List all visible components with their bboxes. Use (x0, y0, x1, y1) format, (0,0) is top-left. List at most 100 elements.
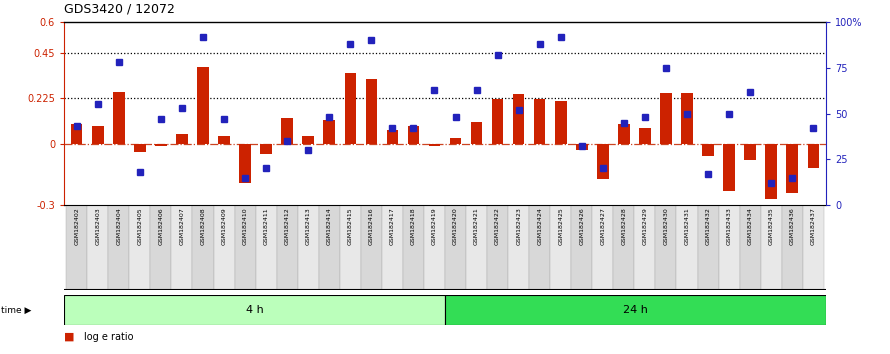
Text: GSM182422: GSM182422 (495, 207, 500, 245)
Text: GSM182412: GSM182412 (285, 207, 289, 245)
Bar (386, 130, 398, 144)
Bar (613, 205, 635, 290)
Text: 4 h: 4 h (246, 305, 263, 315)
Text: GSM182408: GSM182408 (200, 207, 206, 245)
Bar (360, 205, 382, 290)
Bar (155, 144, 166, 146)
Text: GSM182426: GSM182426 (579, 207, 585, 245)
Bar (487, 205, 508, 290)
Bar (445, 295, 826, 325)
Bar (702, 144, 714, 156)
Text: GSM182435: GSM182435 (769, 207, 773, 245)
Text: GSM182403: GSM182403 (95, 207, 101, 245)
Bar (618, 124, 629, 144)
Text: GSM182409: GSM182409 (222, 207, 227, 245)
Bar (235, 205, 255, 290)
Bar (571, 205, 593, 290)
Text: GSM182416: GSM182416 (368, 207, 374, 245)
Bar (150, 205, 172, 290)
Bar (366, 79, 377, 144)
Text: GSM182427: GSM182427 (601, 207, 605, 245)
Text: GSM182434: GSM182434 (748, 207, 753, 245)
Bar (724, 144, 735, 191)
Bar (382, 205, 403, 290)
Text: GSM182430: GSM182430 (663, 207, 668, 245)
Bar (803, 205, 824, 290)
Text: GSM182417: GSM182417 (390, 207, 395, 245)
Bar (513, 94, 524, 144)
Bar (303, 136, 314, 144)
Bar (449, 138, 461, 144)
Bar (555, 101, 567, 144)
Bar (297, 205, 319, 290)
Bar (655, 205, 676, 290)
Text: GSM182436: GSM182436 (789, 207, 795, 245)
Bar (597, 144, 609, 178)
Bar (218, 136, 230, 144)
Bar (508, 205, 530, 290)
Bar (698, 205, 718, 290)
Bar (445, 205, 466, 290)
Text: GSM182419: GSM182419 (432, 207, 437, 245)
Bar (134, 144, 146, 152)
Text: GSM182406: GSM182406 (158, 207, 164, 245)
Bar (71, 124, 83, 144)
Bar (530, 205, 550, 290)
Text: GDS3420 / 12072: GDS3420 / 12072 (64, 2, 175, 15)
Bar (740, 205, 761, 290)
Text: GSM182428: GSM182428 (621, 207, 627, 245)
Text: GSM182407: GSM182407 (180, 207, 184, 245)
Bar (807, 144, 819, 169)
Bar (492, 99, 504, 144)
Text: GSM182431: GSM182431 (684, 207, 690, 245)
Bar (744, 144, 756, 160)
Bar (87, 205, 109, 290)
Text: GSM182429: GSM182429 (643, 207, 647, 245)
Bar (576, 144, 587, 150)
Bar (113, 92, 125, 144)
Bar (277, 205, 297, 290)
Text: GSM182423: GSM182423 (516, 207, 522, 245)
Bar (192, 205, 214, 290)
Text: GSM182414: GSM182414 (327, 207, 332, 245)
Bar (109, 205, 129, 290)
Bar (214, 205, 235, 290)
Text: GSM182410: GSM182410 (243, 207, 247, 245)
Text: GSM182405: GSM182405 (137, 207, 142, 245)
Bar (408, 126, 419, 144)
Bar (718, 205, 740, 290)
Text: GSM182425: GSM182425 (558, 207, 563, 245)
Bar (340, 205, 360, 290)
Bar (765, 144, 777, 199)
Bar (319, 205, 340, 290)
Bar (255, 205, 277, 290)
Text: GSM182404: GSM182404 (117, 207, 121, 245)
Bar (466, 205, 487, 290)
Bar (176, 134, 188, 144)
Bar (471, 122, 482, 144)
Bar (64, 295, 445, 325)
Text: GSM182415: GSM182415 (348, 207, 352, 245)
Text: GSM182413: GSM182413 (305, 207, 311, 245)
Bar (172, 205, 192, 290)
Text: ■: ■ (64, 332, 75, 342)
Bar (281, 118, 293, 144)
Bar (660, 93, 672, 144)
Bar (323, 120, 335, 144)
Bar (403, 205, 424, 290)
Text: GSM182418: GSM182418 (411, 207, 416, 245)
Bar (261, 144, 272, 154)
Bar (534, 99, 546, 144)
Text: GSM182432: GSM182432 (706, 207, 710, 245)
Bar (239, 144, 251, 183)
Bar (676, 205, 698, 290)
Bar (344, 73, 356, 144)
Text: GSM182421: GSM182421 (474, 207, 479, 245)
Bar (681, 93, 692, 144)
Bar (635, 205, 655, 290)
Bar (66, 205, 87, 290)
Text: GSM182437: GSM182437 (811, 207, 816, 245)
Bar (429, 144, 441, 146)
Bar (129, 205, 150, 290)
Bar (424, 205, 445, 290)
